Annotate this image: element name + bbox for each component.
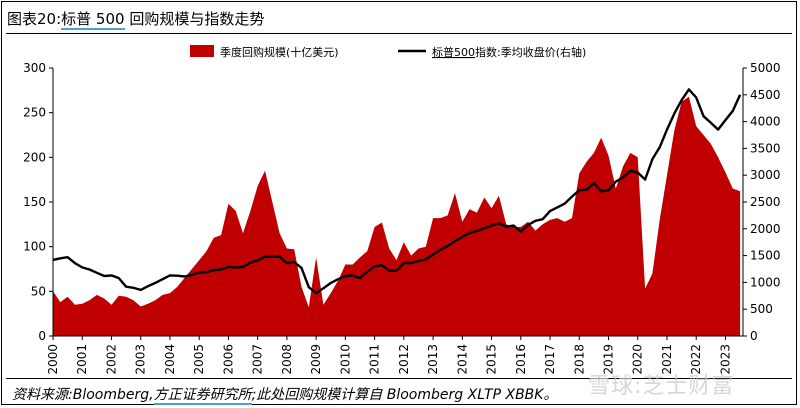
series-area-buyback — [53, 96, 741, 336]
x-tick-label: 2016 — [514, 344, 528, 375]
figure-title: 图表20:标普 500 回购规模与指数走势 — [7, 8, 265, 30]
right-tick-label: 5000 — [750, 61, 781, 75]
plot-layer — [52, 88, 742, 336]
left-tick-label: 300 — [23, 61, 46, 75]
left-tick-label: 200 — [23, 150, 46, 164]
right-tick-label: 4500 — [750, 88, 781, 102]
right-tick-label: 500 — [750, 302, 773, 316]
x-tick-label: 2000 — [46, 344, 60, 375]
x-tick-label: 2012 — [397, 344, 411, 375]
axes-layer: 0501001502002503000500100015002000250030… — [23, 61, 780, 375]
right-tick-label: 2500 — [750, 195, 781, 209]
x-tick-label: 2013 — [426, 344, 440, 375]
source-note: 资料来源:Bloomberg,方正证券研究所;此处回购规模计算自 Bloombe… — [12, 384, 558, 405]
x-tick-label: 2023 — [718, 344, 732, 375]
x-tick-label: 2021 — [660, 344, 674, 375]
x-tick-label: 2017 — [543, 344, 557, 375]
footer-divider — [6, 378, 792, 379]
right-tick-label: 3500 — [750, 141, 781, 155]
x-tick-label: 2008 — [280, 344, 294, 375]
legend: 季度回购规模(十亿美元) 标普500指数:季均收盘价(右轴) — [190, 45, 586, 59]
left-tick-label: 50 — [31, 284, 46, 298]
watermark: 雪球:芝士财富 — [588, 374, 735, 399]
source-org: 方正证券研究所 — [153, 387, 252, 405]
left-tick-label: 250 — [23, 106, 46, 120]
x-tick-label: 2011 — [368, 344, 382, 375]
x-tick-label: 2015 — [485, 344, 499, 375]
title-rest: 回购规模与指数走势 — [124, 10, 265, 28]
x-tick-label: 2010 — [338, 344, 352, 375]
x-tick-label: 2018 — [572, 344, 586, 375]
right-tick-label: 0 — [750, 329, 758, 343]
title-highlight: 标普 500 — [61, 10, 125, 30]
x-tick-label: 2006 — [221, 344, 235, 375]
x-tick-label: 2004 — [163, 344, 177, 375]
x-tick-label: 2001 — [75, 344, 89, 375]
legend-label-index: 标普500指数:季均收盘价(右轴) — [432, 45, 586, 59]
series-line-index — [52, 88, 742, 295]
x-tick-label: 2009 — [309, 344, 323, 375]
source-rest: ;此处回购规模计算自 Bloomberg XLTP XBBK。 — [251, 387, 558, 403]
x-tick-label: 2005 — [192, 344, 206, 375]
right-tick-label: 3000 — [750, 168, 781, 182]
legend-swatch-buyback — [190, 45, 214, 57]
left-tick-label: 0 — [38, 329, 46, 343]
right-tick-label: 2000 — [750, 222, 781, 236]
x-tick-label: 2022 — [689, 344, 703, 375]
x-tick-label: 2007 — [251, 344, 265, 375]
x-tick-label: 2014 — [455, 344, 469, 375]
x-tick-label: 2002 — [104, 344, 118, 375]
right-tick-label: 1000 — [750, 275, 781, 289]
x-tick-label: 2019 — [602, 344, 616, 375]
legend-index-rest: 指数:季均收盘价(右轴) — [475, 45, 586, 59]
legend-index-highlight: 标普500 — [432, 45, 475, 59]
left-tick-label: 100 — [23, 240, 46, 254]
x-tick-label: 2020 — [631, 344, 645, 375]
figure-label: 图表20: — [7, 10, 62, 28]
x-tick-label: 2003 — [134, 344, 148, 375]
right-tick-label: 1500 — [750, 249, 781, 263]
right-tick-label: 4000 — [750, 115, 781, 129]
source-prefix: 资料来源:Bloomberg, — [12, 387, 154, 403]
left-tick-label: 150 — [23, 195, 46, 209]
legend-label-buyback: 季度回购规模(十亿美元) — [220, 45, 339, 59]
title-divider — [6, 33, 792, 34]
